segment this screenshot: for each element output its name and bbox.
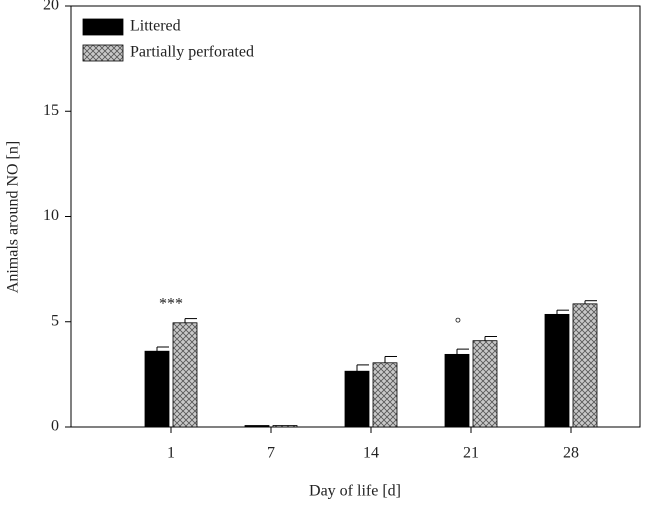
x-tick-label: 28 [563,445,579,462]
y-tick-label: 0 [51,418,59,435]
legend-swatch [82,44,124,62]
annotation: *** [159,295,183,312]
bar [372,362,398,428]
bar [244,425,270,428]
x-axis-label: Day of life [d] [309,483,401,500]
y-tick-label: 10 [43,207,59,224]
annotation: ° [455,315,461,332]
bar [544,313,570,428]
bar [272,425,298,428]
y-axis-label: Animals around NO [n] [5,141,22,293]
x-tick-label: 7 [267,445,275,462]
bar [172,322,198,428]
bar [344,370,370,428]
legend-swatch [82,18,124,36]
y-tick-label: 15 [43,102,59,119]
legend-label: Partially perforated [130,44,254,61]
bar [572,303,598,428]
bar [444,353,470,428]
bar [144,350,170,428]
y-tick-label: 20 [43,0,59,14]
y-tick-label: 5 [51,312,59,329]
x-tick-label: 14 [363,445,379,462]
x-tick-label: 21 [463,445,479,462]
legend-label: Littered [130,18,181,35]
bar [472,340,498,428]
x-tick-label: 1 [167,445,175,462]
